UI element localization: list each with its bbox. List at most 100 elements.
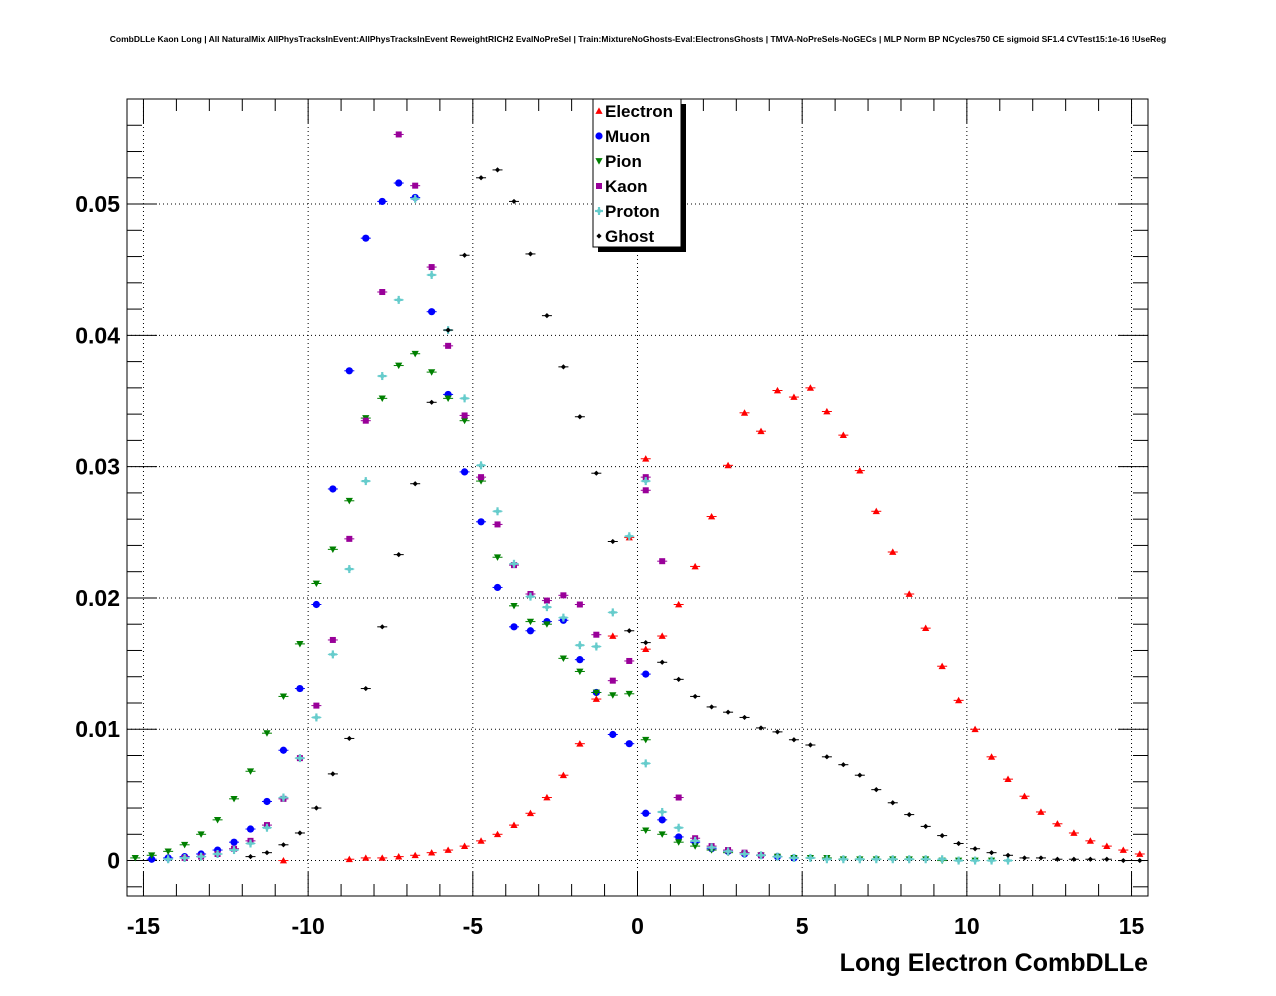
data-point bbox=[411, 194, 420, 203]
data-point bbox=[675, 794, 682, 801]
data-point bbox=[740, 409, 749, 416]
data-point bbox=[412, 481, 418, 487]
data-point bbox=[363, 685, 369, 692]
data-point bbox=[312, 580, 320, 588]
data-point bbox=[510, 821, 518, 828]
data-point bbox=[658, 807, 667, 816]
data-point bbox=[691, 843, 699, 850]
data-point bbox=[972, 846, 978, 852]
data-point bbox=[478, 175, 484, 181]
data-point bbox=[757, 427, 765, 435]
data-point bbox=[509, 559, 518, 568]
data-point bbox=[873, 787, 879, 793]
legend-label-kaon: Kaon bbox=[605, 177, 648, 196]
data-point bbox=[494, 521, 501, 528]
data-point bbox=[773, 386, 782, 394]
data-point bbox=[905, 855, 914, 864]
data-point bbox=[872, 855, 881, 864]
data-point bbox=[691, 836, 700, 845]
data-point bbox=[642, 487, 649, 494]
x-tick-label: 5 bbox=[796, 913, 809, 939]
x-axis-label: Long Electron CombDLLe bbox=[840, 949, 1148, 977]
data-point bbox=[542, 603, 551, 612]
data-point bbox=[938, 855, 947, 864]
y-tick-label: 0.01 bbox=[75, 716, 120, 742]
data-point bbox=[872, 507, 880, 515]
data-point bbox=[460, 394, 469, 403]
data-point bbox=[577, 414, 583, 420]
data-point bbox=[526, 592, 535, 601]
data-point bbox=[148, 852, 156, 859]
data-point bbox=[971, 725, 979, 733]
data-point bbox=[329, 485, 337, 493]
x-tick-label: 0 bbox=[631, 913, 644, 939]
data-point bbox=[330, 771, 336, 777]
data-point bbox=[824, 754, 830, 760]
data-point bbox=[543, 597, 550, 604]
data-point bbox=[328, 650, 337, 659]
data-point bbox=[510, 623, 518, 631]
data-point bbox=[658, 831, 666, 838]
data-point bbox=[725, 709, 731, 715]
data-point bbox=[263, 797, 271, 806]
data-point bbox=[1020, 792, 1029, 800]
x-tick-label: 15 bbox=[1119, 913, 1145, 939]
legend-label-pion: Pion bbox=[605, 152, 642, 171]
legend-marker-proton bbox=[595, 207, 603, 215]
data-point bbox=[955, 696, 963, 704]
data-point bbox=[263, 730, 271, 737]
data-point bbox=[378, 372, 387, 381]
data-point bbox=[246, 825, 255, 833]
data-point bbox=[279, 693, 288, 701]
data-point bbox=[460, 842, 469, 849]
data-point bbox=[181, 841, 189, 849]
data-point bbox=[379, 624, 385, 630]
legend-label-electron: Electron bbox=[605, 102, 673, 121]
series-layer bbox=[130, 131, 1145, 865]
data-point bbox=[625, 690, 633, 698]
data-point bbox=[345, 855, 353, 863]
data-point bbox=[279, 793, 288, 802]
data-point bbox=[592, 689, 600, 697]
data-point bbox=[988, 850, 995, 856]
data-point bbox=[493, 507, 502, 516]
legend-marker-kaon bbox=[596, 183, 602, 189]
legend-marker-pion bbox=[595, 158, 603, 165]
data-point bbox=[412, 182, 419, 189]
data-point bbox=[626, 657, 633, 664]
y-tick-label: 0.02 bbox=[75, 585, 120, 611]
data-point bbox=[345, 565, 354, 574]
data-point bbox=[692, 693, 698, 700]
data-point bbox=[1119, 846, 1127, 853]
data-point bbox=[610, 538, 616, 545]
data-point bbox=[295, 754, 304, 763]
data-point bbox=[329, 546, 337, 553]
data-point bbox=[1136, 850, 1144, 857]
data-point bbox=[527, 251, 534, 257]
data-point bbox=[544, 313, 550, 319]
data-point bbox=[840, 762, 846, 768]
data-point bbox=[411, 350, 419, 358]
data-point bbox=[428, 308, 436, 316]
data-point bbox=[724, 461, 732, 469]
data-point bbox=[346, 735, 352, 742]
series-ghost bbox=[245, 167, 1145, 864]
data-point bbox=[428, 264, 435, 271]
data-point bbox=[345, 367, 353, 375]
data-point bbox=[477, 518, 485, 526]
legend: Electron Muon Pion Kaon Proton Ghost bbox=[592, 98, 686, 252]
data-point bbox=[493, 554, 502, 561]
data-point bbox=[559, 613, 568, 622]
data-point bbox=[164, 855, 173, 864]
legend-marker-electron bbox=[595, 107, 603, 114]
data-point bbox=[279, 746, 288, 754]
data-point bbox=[1004, 775, 1012, 783]
data-point bbox=[559, 771, 567, 779]
y-tick-label: 0.05 bbox=[75, 191, 120, 217]
data-point bbox=[428, 849, 436, 856]
data-point bbox=[444, 395, 452, 402]
data-point bbox=[296, 684, 304, 693]
data-point bbox=[643, 639, 649, 646]
data-point bbox=[395, 853, 403, 860]
data-point bbox=[790, 393, 798, 400]
